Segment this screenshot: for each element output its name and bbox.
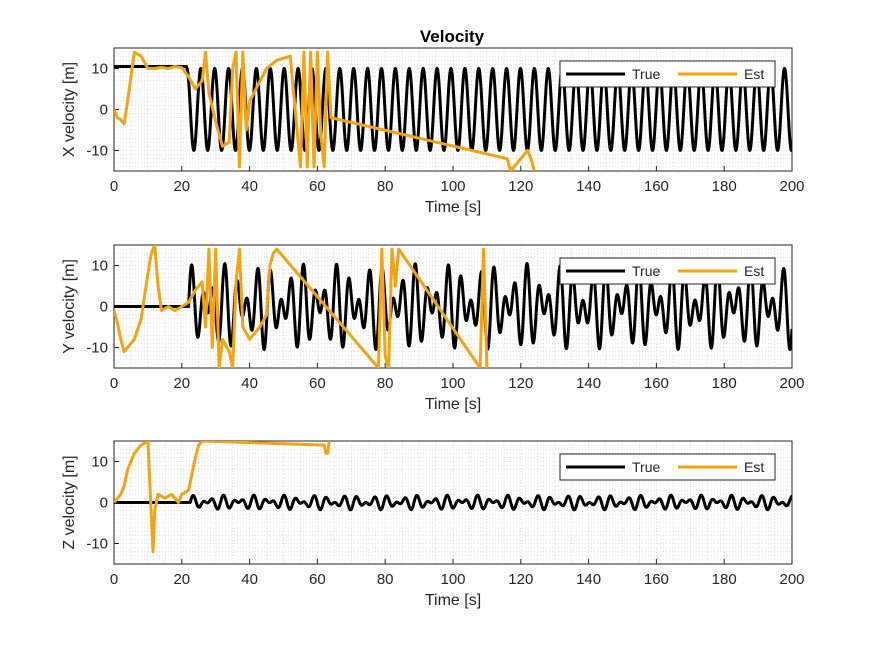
x-tick-label: 160 [644, 178, 669, 195]
series-est-line [114, 245, 489, 368]
y-tick-label: -10 [86, 536, 108, 553]
panel-3-x-axis-label: Time [s] [425, 592, 481, 609]
x-tick-label: 160 [644, 571, 669, 588]
x-tick-label: 40 [241, 375, 258, 392]
y-tick-label: -10 [86, 143, 108, 160]
x-tick-label: 200 [779, 571, 804, 588]
x-tick-label: 20 [173, 571, 190, 588]
panel-3-y-axis-label: Z velocity [m] [61, 455, 78, 549]
x-tick-label: 160 [644, 375, 669, 392]
y-tick-label: 0 [100, 299, 108, 316]
x-tick-label: 180 [712, 178, 737, 195]
x-tick-label: 140 [576, 571, 601, 588]
x-tick-label: 100 [440, 375, 465, 392]
y-tick-label: -10 [86, 340, 108, 357]
panel-1-x-axis-label: Time [s] [425, 199, 481, 216]
panel-3-axes: 0 20 40 60 80 100 120 140 160 180 200 -10 0 10 Time [s… [61, 440, 805, 609]
x-tick-label: 120 [508, 571, 533, 588]
figure-title: Velocity [420, 27, 485, 46]
x-tick-label: 40 [241, 571, 258, 588]
panel-1-plot-area [114, 50, 792, 171]
panel-2-axes: 0 20 40 60 80 100 120 140 160 180 200 -10 0 10 Time [s… [61, 244, 805, 413]
legend-true-label: True [632, 66, 660, 82]
x-tick-label: 20 [173, 375, 190, 392]
x-tick-label: 40 [241, 178, 258, 195]
x-tick-label: 200 [779, 375, 804, 392]
x-tick-label: 100 [440, 571, 465, 588]
x-tick-label: 200 [779, 178, 804, 195]
x-tick-label: 120 [508, 375, 533, 392]
legend-est-label: Est [744, 66, 764, 82]
x-tick-label: 100 [440, 178, 465, 195]
series-true-line [114, 261, 792, 352]
x-tick-label: 0 [110, 375, 118, 392]
x-tick-label: 180 [712, 375, 737, 392]
x-tick-label: 60 [309, 375, 326, 392]
x-tick-label: 140 [576, 178, 601, 195]
x-tick-label: 180 [712, 571, 737, 588]
x-tick-label: 140 [576, 375, 601, 392]
panel-1-y-axis-label: X velocity [m] [61, 62, 78, 157]
panel-2-legend: True Est [559, 257, 776, 285]
series-true-line [114, 493, 792, 512]
x-tick-label: 80 [377, 178, 394, 195]
y-tick-label: 10 [91, 454, 108, 471]
panel-2-plot-area [114, 245, 792, 368]
x-tick-label: 0 [110, 571, 118, 588]
legend-true-label: True [632, 263, 660, 279]
legend-est-label: Est [744, 263, 764, 279]
series-true-line [114, 64, 792, 152]
x-tick-label: 0 [110, 178, 118, 195]
x-tick-label: 80 [377, 375, 394, 392]
y-tick-label: 10 [91, 258, 108, 275]
legend-est-label: Est [744, 459, 764, 475]
y-tick-label: 10 [91, 61, 108, 78]
panel-1-legend: True Est [559, 60, 776, 88]
panel-2-y-axis-label: Y velocity [m] [61, 259, 78, 354]
x-tick-label: 60 [309, 571, 326, 588]
y-tick-label: 0 [100, 495, 108, 512]
series-est-line [114, 441, 331, 554]
x-tick-label: 80 [377, 571, 394, 588]
y-tick-label: 0 [100, 102, 108, 119]
x-tick-label: 60 [309, 178, 326, 195]
x-tick-label: 120 [508, 178, 533, 195]
panel-3-legend: True Est [559, 453, 776, 481]
panel-2-x-axis-label: Time [s] [425, 396, 481, 413]
panel-3-plot-area [114, 441, 792, 554]
panel-1-axes: 0 20 40 60 80 100 120 140 160 180 200 -10 0 10 Time [s… [61, 47, 805, 216]
x-tick-label: 20 [173, 178, 190, 195]
series-est-line [114, 50, 536, 171]
legend-true-label: True [632, 459, 660, 475]
